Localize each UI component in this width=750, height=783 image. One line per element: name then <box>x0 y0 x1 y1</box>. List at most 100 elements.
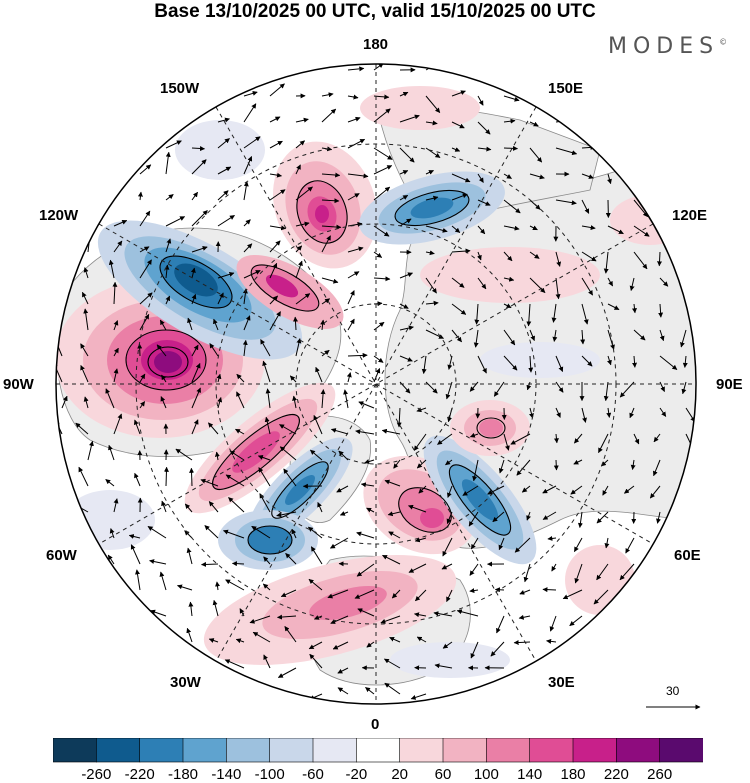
wind-arrow <box>187 317 193 331</box>
wind-arrow <box>434 663 453 669</box>
wind-arrow <box>603 251 609 274</box>
wind-arrow <box>577 511 583 528</box>
wind-arrow <box>217 190 229 201</box>
lon-label-top: 180 <box>363 36 389 53</box>
colorbar-swatch <box>356 738 401 763</box>
lon-label-120w: 120W <box>39 207 79 224</box>
wind-arrow <box>215 581 220 591</box>
wind-arrow <box>408 504 427 513</box>
wind-arrow <box>113 413 123 435</box>
wind-arrow <box>413 433 427 451</box>
wind-arrow <box>321 172 341 178</box>
wind-arrow <box>529 147 543 163</box>
graticule <box>56 64 696 704</box>
wind-arrow <box>189 467 195 487</box>
wind-arrow <box>384 682 401 695</box>
wind-arrow <box>607 277 614 287</box>
wind-arrow <box>529 407 534 419</box>
wind-arrow <box>228 497 245 513</box>
wind-arrow <box>217 214 235 227</box>
wind-arrow <box>416 636 427 643</box>
wind-arrow <box>279 446 297 461</box>
wind-arrow <box>212 599 219 617</box>
colorbar-tick-label: -20 <box>345 766 368 783</box>
wind-arrow <box>165 216 186 227</box>
wind-arrow <box>570 485 583 495</box>
lon-label-150e: 150E <box>548 80 584 97</box>
wind-arrow <box>602 485 609 496</box>
colorbar-swatch <box>442 738 487 763</box>
wind-arrow <box>581 225 596 230</box>
wind-arrow <box>321 235 331 253</box>
wind-arrow <box>347 290 355 305</box>
wind-arrow <box>462 485 479 496</box>
wind-arrow <box>451 225 461 233</box>
wind-arrow <box>503 199 521 214</box>
wind-arrow <box>164 264 170 279</box>
wind-arrow <box>373 165 393 175</box>
wind-arrow <box>477 355 487 374</box>
wind-arrow <box>83 396 89 409</box>
wind-arrow <box>128 534 141 539</box>
wind-arrow <box>191 210 208 227</box>
wind-arrow <box>336 485 349 493</box>
wind-arrow <box>529 173 545 180</box>
wind-arrow <box>632 303 637 314</box>
wind-arrow <box>292 395 298 409</box>
wind-arrow <box>191 387 201 409</box>
colorbar-swatch <box>226 738 271 763</box>
wind-arrow <box>492 511 505 523</box>
wind-arrow <box>603 381 609 402</box>
wind-arrow <box>217 397 223 409</box>
wind-arrow <box>477 95 484 106</box>
wind-arrow <box>137 191 143 201</box>
wind-arrow <box>165 194 174 201</box>
wind-arrow <box>474 303 480 325</box>
wind-arrow <box>451 90 466 97</box>
colorbar-swatch <box>659 738 703 763</box>
wind-arrow <box>263 556 271 565</box>
wind-arrow <box>633 329 646 341</box>
wind-arrow <box>279 424 297 435</box>
wind-arrow <box>308 578 323 591</box>
wind-arrow <box>343 389 349 409</box>
wind-arrow <box>396 407 402 428</box>
wind-arrow <box>161 500 167 513</box>
wind-arrow <box>574 433 583 444</box>
wind-arrow <box>562 589 583 600</box>
wind-arrow <box>553 433 559 444</box>
wind-arrow <box>149 559 167 565</box>
wind-arrow <box>399 194 409 201</box>
wind-arrow <box>329 537 349 549</box>
colorbar-tick-label: -60 <box>302 766 324 783</box>
wind-arrow <box>451 147 461 152</box>
wind-arrow <box>347 173 369 179</box>
wind-arrow <box>365 687 375 695</box>
wind-arrow <box>414 612 427 618</box>
colorbar-tick-label: 220 <box>603 766 629 783</box>
wind-arrow <box>295 338 302 357</box>
wind-arrow <box>269 311 281 331</box>
colorbar-swatch <box>96 738 141 763</box>
wind-arrow <box>134 472 141 487</box>
wind-arrow <box>265 388 271 409</box>
wind-arrow <box>451 277 465 288</box>
wind-arrow <box>408 563 427 573</box>
wind-arrow <box>235 428 245 435</box>
wind-arrow <box>56 362 63 383</box>
wind-arrow <box>421 355 427 374</box>
wind-arrow <box>389 636 401 643</box>
wind-arrow <box>75 422 89 435</box>
wind-arrow <box>277 667 297 678</box>
wind-arrow <box>177 584 193 591</box>
wind-arrow <box>295 245 303 253</box>
wind-arrow <box>264 416 271 435</box>
wind-arrow <box>80 364 89 383</box>
wind-arrow <box>321 92 334 98</box>
wind-arrow <box>356 531 375 539</box>
wind-arrow <box>633 225 650 237</box>
wind-arrow <box>109 528 115 539</box>
wind-arrow <box>243 315 251 331</box>
wind-arrow <box>243 156 253 175</box>
wind-arrow <box>373 251 383 258</box>
